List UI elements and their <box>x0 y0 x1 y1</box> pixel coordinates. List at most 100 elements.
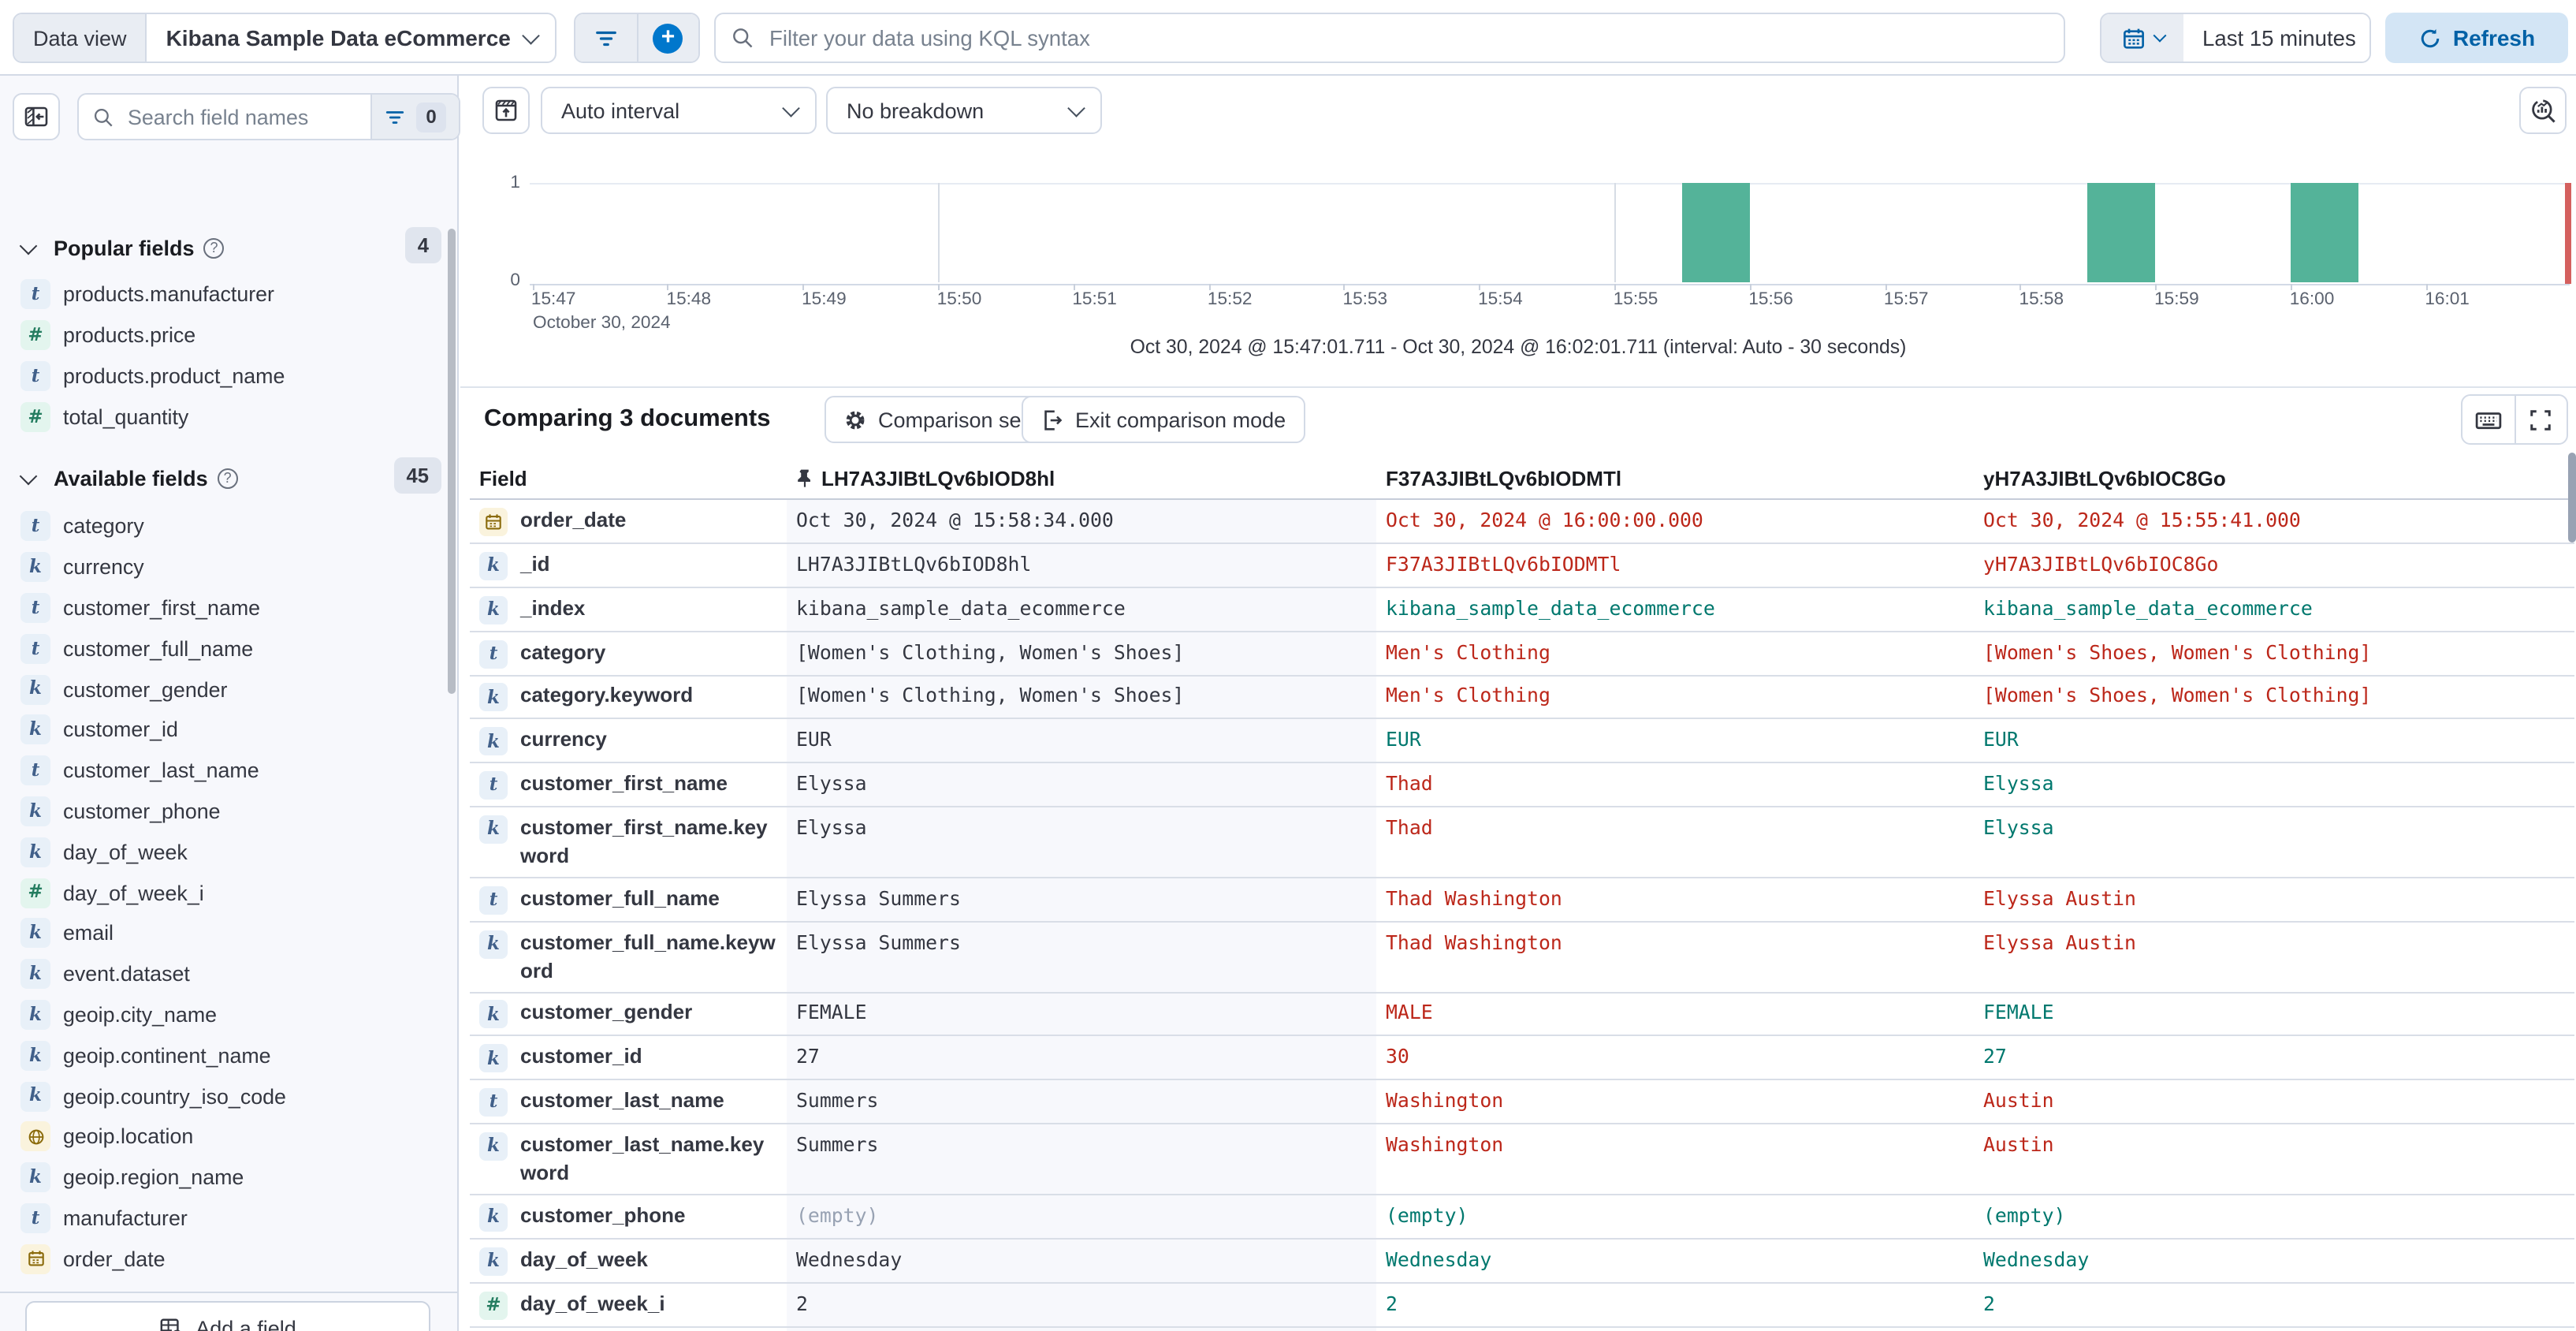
doc-value-cell[interactable]: Thad Washington <box>1386 885 1562 910</box>
doc-value-cell[interactable]: elyssa@austin-family.zzz <box>1974 1327 2574 1331</box>
sidebar-field-item[interactable]: t products.manufacturer <box>0 274 459 315</box>
histogram-bar[interactable] <box>2087 183 2156 282</box>
doc-value-cell[interactable]: MALE <box>1386 1000 1433 1024</box>
sidebar-field-item[interactable]: k geoip.country_iso_code <box>0 1076 459 1117</box>
field-cell[interactable]: k customer_first_name.keyword <box>470 807 787 876</box>
doc-value-cell[interactable]: Austin <box>1983 1132 2054 1157</box>
sidebar-field-item[interactable]: k email <box>0 913 459 954</box>
doc-value-cell[interactable]: [Women's Clothing, Women's Shoes] <box>787 676 1376 718</box>
sidebar-field-item[interactable]: # day_of_week_i <box>0 872 459 913</box>
doc-value-cell[interactable]: (empty) <box>787 1195 1376 1238</box>
doc-value-cell[interactable]: (empty) <box>1386 1202 1469 1227</box>
edit-visualization-button[interactable] <box>2519 87 2567 134</box>
doc-value-cell[interactable]: Oct 30, 2024 @ 16:00:00.000 <box>1386 507 1703 531</box>
doc-column-header[interactable]: F37A3JIBtLQv6bIODMTl <box>1386 467 1622 490</box>
sidebar-field-item[interactable]: t category <box>0 506 459 547</box>
sidebar-field-item[interactable]: k geoip.continent_name <box>0 1035 459 1076</box>
doc-value-cell[interactable]: 27 <box>787 1036 1376 1079</box>
doc-value-cell[interactable]: Oct 30, 2024 @ 15:55:41.000 <box>1983 507 2301 531</box>
sidebar-field-item[interactable]: k event.dataset <box>0 954 459 995</box>
doc-value-cell[interactable]: Elyssa Summers <box>787 878 1376 921</box>
doc-value-cell[interactable]: F37A3JIBtLQv6bIODMTl <box>1386 551 1621 576</box>
doc-value-cell[interactable]: (empty) <box>1983 1202 2066 1227</box>
field-filter-button[interactable]: 0 <box>370 95 459 139</box>
doc-value-cell[interactable]: Elyssa Austin <box>1983 930 2136 954</box>
exit-comparison-button[interactable]: Exit comparison mode <box>1022 396 1305 443</box>
sidebar-scrollbar[interactable] <box>448 229 456 694</box>
doc-value-cell[interactable]: Thad Washington <box>1386 930 1562 954</box>
pinned-doc-column-header[interactable]: LH7A3JIBtLQv6bIOD8hl <box>787 457 1376 498</box>
sidebar-field-item[interactable]: # total_quantity <box>0 397 459 438</box>
doc-value-cell[interactable]: Men's Clothing <box>1386 639 1550 664</box>
sidebar-field-item[interactable]: t customer_last_name <box>0 751 459 792</box>
time-range-button[interactable]: Last 15 minutes <box>2183 14 2369 62</box>
sidebar-field-item[interactable]: k day_of_week <box>0 832 459 873</box>
doc-value-cell[interactable]: yH7A3JIBtLQv6bIOC8Go <box>1983 551 2219 576</box>
hide-chart-button[interactable] <box>482 87 530 134</box>
doc-value-cell[interactable]: [Women's Shoes, Women's Clothing] <box>1983 683 2372 707</box>
doc-value-cell[interactable]: Elyssa Summers <box>787 922 1376 992</box>
sidebar-field-item[interactable]: geoip.location <box>0 1117 459 1158</box>
doc-value-cell[interactable]: Elyssa Austin <box>1983 885 2136 910</box>
doc-value-cell[interactable]: Summers <box>787 1124 1376 1194</box>
field-cell[interactable]: k customer_last_name.keyword <box>470 1124 787 1193</box>
doc-value-cell[interactable]: FEMALE <box>1983 1000 2054 1024</box>
add-field-button[interactable]: Add a field <box>25 1301 430 1331</box>
data-view-picker[interactable]: Data view Kibana Sample Data eCommerce <box>13 13 557 63</box>
doc-value-cell[interactable]: Wednesday <box>787 1239 1376 1282</box>
doc-value-cell[interactable]: EUR <box>1983 727 2019 751</box>
doc-value-cell[interactable]: EUR <box>787 719 1376 762</box>
doc-value-cell[interactable]: elyssa@summers-family.zzz <box>787 1327 1376 1331</box>
sidebar-field-item[interactable]: order_date <box>0 1239 459 1280</box>
doc-value-cell[interactable]: LH7A3JIBtLQv6bIOD8hl <box>787 543 1376 587</box>
field-cell[interactable]: order_date <box>470 500 787 542</box>
doc-value-cell[interactable]: thad@washington-family.zzz <box>1376 1327 1974 1331</box>
sidebar-field-item[interactable]: k geoip.city_name <box>0 994 459 1035</box>
field-cell[interactable]: k customer_id <box>470 1037 787 1079</box>
available-fields-header[interactable]: Available fields ? 45 <box>0 457 459 497</box>
field-cell[interactable]: t customer_first_name <box>470 764 787 807</box>
field-column-header[interactable]: Field <box>479 467 527 490</box>
field-cell[interactable]: k day_of_week <box>470 1240 787 1282</box>
doc-value-cell[interactable]: kibana_sample_data_ecommerce <box>1386 595 1715 620</box>
doc-column-header[interactable]: yH7A3JIBtLQv6bIOC8Go <box>1983 467 2226 490</box>
doc-value-cell[interactable]: 2 <box>1983 1291 1995 1315</box>
doc-value-cell[interactable]: Thad <box>1386 771 1433 796</box>
sidebar-field-item[interactable]: t manufacturer <box>0 1198 459 1239</box>
histogram-bar[interactable] <box>1681 183 1750 282</box>
doc-value-cell[interactable]: Elyssa <box>1983 815 2054 840</box>
sidebar-field-item[interactable]: k currency <box>0 547 459 588</box>
sidebar-field-item[interactable]: k geoip.region_name <box>0 1158 459 1199</box>
doc-value-cell[interactable]: Wednesday <box>1386 1247 1492 1271</box>
field-cell[interactable]: k _index <box>470 588 787 631</box>
kql-search-input[interactable] <box>766 24 2048 51</box>
doc-value-cell[interactable]: 30 <box>1386 1044 1409 1068</box>
doc-value-cell[interactable]: kibana_sample_data_ecommerce <box>1983 595 2313 620</box>
doc-value-cell[interactable]: EUR <box>1386 727 1421 751</box>
sidebar-field-item[interactable]: t customer_full_name <box>0 628 459 669</box>
field-cell[interactable]: k currency <box>470 720 787 762</box>
doc-value-cell[interactable]: Washington <box>1386 1088 1504 1113</box>
field-search-input[interactable] <box>125 103 359 130</box>
fullscreen-button[interactable] <box>2514 396 2567 443</box>
doc-value-cell[interactable]: 2 <box>1386 1291 1398 1315</box>
add-filter-button[interactable]: + <box>636 14 698 62</box>
doc-value-cell[interactable]: 27 <box>1983 1044 2007 1068</box>
table-scrollbar[interactable] <box>2568 453 2575 542</box>
field-cell[interactable]: t customer_full_name <box>470 878 787 921</box>
doc-value-cell[interactable]: 2 <box>787 1283 1376 1326</box>
sidebar-field-item[interactable]: # products.price <box>0 315 459 356</box>
doc-value-cell[interactable]: Elyssa <box>1983 771 2054 796</box>
doc-value-cell[interactable]: kibana_sample_data_ecommerce <box>787 587 1376 631</box>
refresh-button[interactable]: Refresh <box>2385 13 2568 63</box>
collapse-sidebar-button[interactable] <box>13 93 60 140</box>
doc-value-cell[interactable]: Austin <box>1983 1088 2054 1113</box>
breakdown-dropdown[interactable]: No breakdown <box>826 87 1102 134</box>
field-cell[interactable]: # day_of_week_i <box>470 1283 787 1325</box>
doc-value-cell[interactable]: Men's Clothing <box>1386 683 1550 707</box>
doc-value-cell[interactable]: Thad <box>1386 815 1433 840</box>
keyboard-shortcuts-button[interactable] <box>2462 396 2514 443</box>
doc-value-cell[interactable]: Elyssa <box>787 807 1376 877</box>
interval-dropdown[interactable]: Auto interval <box>541 87 817 134</box>
